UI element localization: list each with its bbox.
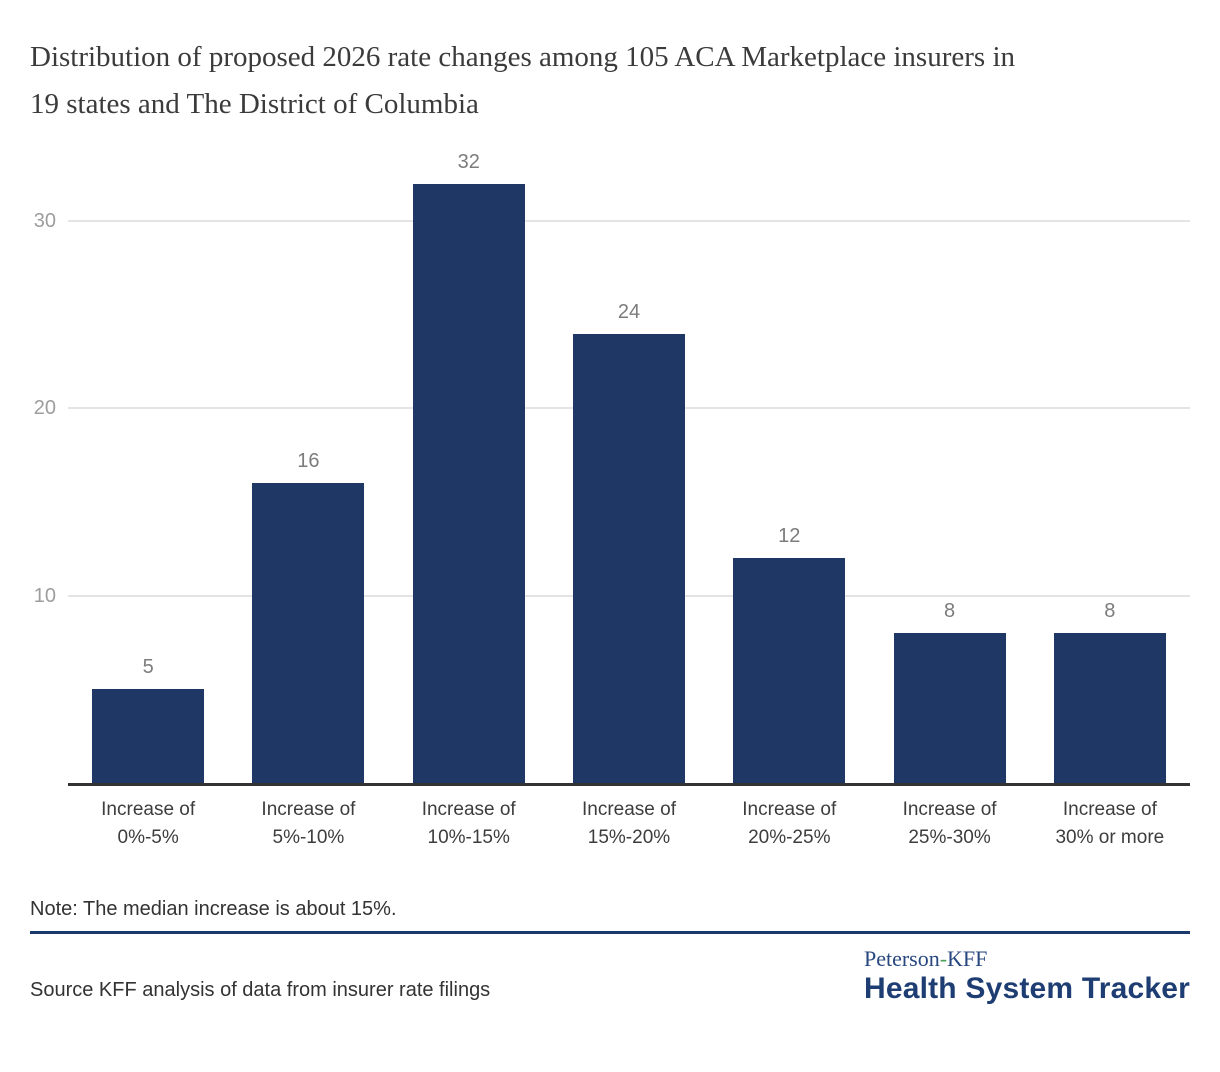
logo-peterson-kff: Peterson-KFF: [864, 946, 1190, 972]
logo-peterson-text: Peterson: [863, 946, 940, 971]
bar-value-label: 12: [778, 525, 801, 548]
bar-value-label: 8: [1104, 600, 1116, 623]
bar: [412, 183, 525, 783]
bar: [92, 689, 205, 783]
y-axis-tick-label: 20: [33, 397, 56, 420]
x-axis-category-label: Increase of 15%-20%: [581, 799, 676, 848]
logo-health-system-tracker: Health System Tracker: [863, 972, 1190, 1005]
note-text: Note: The median increase is about 15%.: [30, 898, 397, 920]
bar-value-label: 24: [617, 300, 641, 323]
x-axis-category-label: Increase of 30% or more: [1055, 799, 1165, 848]
bar: [573, 333, 685, 783]
x-axis-line: [68, 783, 1190, 786]
gridline: [68, 220, 1190, 223]
x-axis-category-label: Increase of 10%-15%: [421, 799, 516, 848]
footer-divider: [30, 931, 1190, 934]
plot-area: 10 20 30 5 Increase of 0%-5% 16 Increase of 5%-1…: [34, 152, 1190, 848]
y-axis-tick-label: 10: [33, 584, 56, 607]
logo-kff-text: KFF: [947, 946, 988, 971]
x-axis-category-label: Increase of 20%-25%: [742, 799, 837, 848]
bar: [1053, 633, 1166, 783]
x-axis-category-label: Increase of 25%-30%: [902, 799, 997, 848]
source-text: Source KFF analysis of data from insurer…: [30, 979, 491, 1001]
bar-value-label: 5: [142, 656, 154, 679]
bar: [252, 483, 365, 783]
x-axis-category-label: Increase of 0%-5%: [101, 799, 196, 848]
x-axis-category-label: Increase of 5%-10%: [261, 799, 356, 848]
bar: [733, 558, 846, 783]
bar: [893, 633, 1006, 783]
chart-title: Distribution of proposed 2026 rate chang…: [30, 41, 1015, 120]
logo-hyphen: -: [939, 946, 948, 971]
y-axis-tick-label: 30: [33, 210, 56, 233]
bar-value-label: 8: [944, 600, 956, 623]
bar-value-label: 32: [457, 150, 480, 173]
bar-value-label: 16: [297, 450, 320, 473]
peterson-kff-health-system-tracker-logo: Peterson-KFF Health System Tracker: [864, 946, 1190, 1005]
